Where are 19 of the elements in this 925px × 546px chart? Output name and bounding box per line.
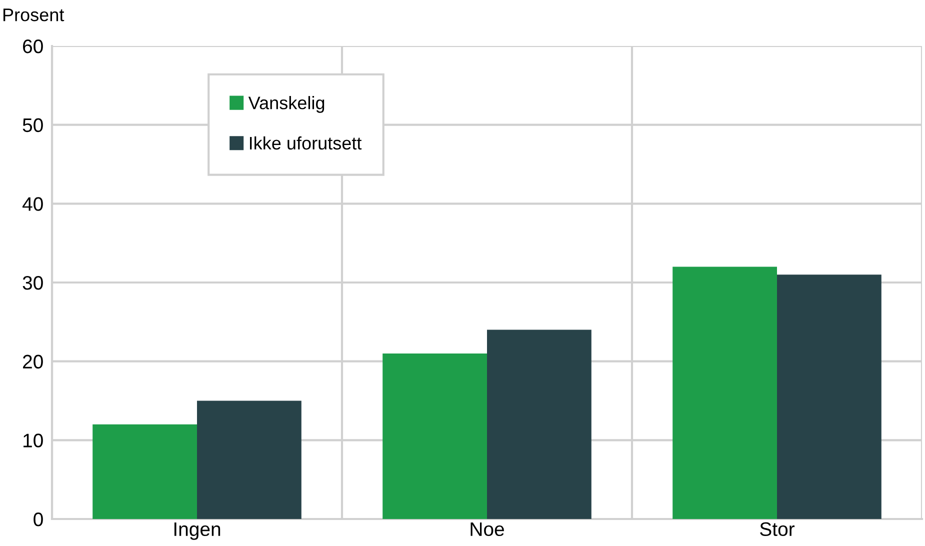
y-tick-label: 50	[22, 118, 43, 132]
y-tick-label: 20	[23, 354, 43, 369]
bar	[487, 330, 592, 519]
bar	[197, 400, 302, 519]
y-tick-label: 0	[34, 512, 43, 526]
bar	[777, 274, 882, 519]
bar	[92, 424, 197, 519]
y-tick-label: 30	[22, 276, 43, 290]
x-tick-label: Stor	[760, 522, 795, 536]
legend-label: Vanskelig	[248, 96, 324, 113]
bar	[382, 353, 487, 519]
y-axis-title: Prosent	[3, 8, 64, 22]
legend-label: Ikke uforutsett	[250, 136, 362, 150]
bar	[672, 266, 777, 519]
x-tick-label: Ingen	[174, 522, 220, 540]
x-tick-label: Noe	[470, 522, 504, 536]
y-tick-label: 60	[23, 39, 43, 54]
y-tick-label: 40	[22, 197, 43, 211]
y-tick-label: 10	[24, 434, 43, 448]
